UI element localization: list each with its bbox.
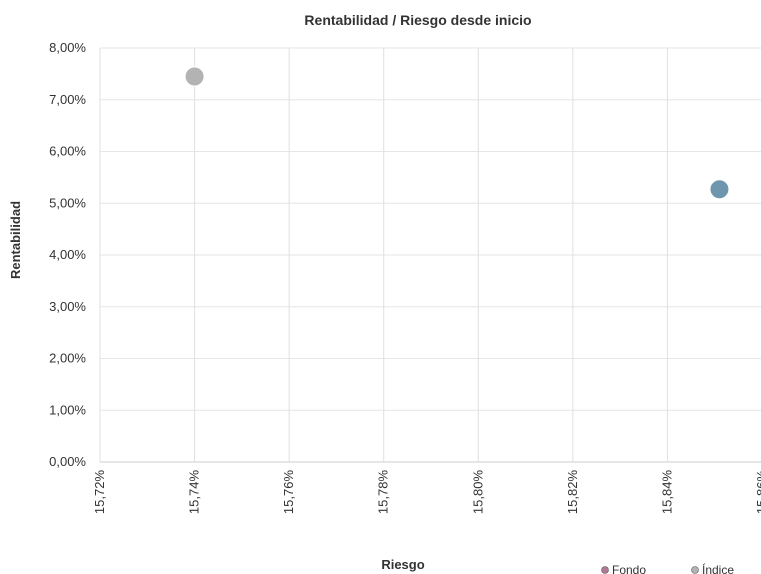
y-tick-label: 6,00% bbox=[49, 144, 86, 159]
y-tick-label: 8,00% bbox=[49, 40, 86, 55]
x-tick-label: 15,84% bbox=[659, 470, 674, 515]
x-tick-label: 15,86% bbox=[754, 470, 761, 515]
x-tick-label: 15,76% bbox=[281, 470, 296, 515]
y-tick-label: 3,00% bbox=[49, 299, 86, 314]
y-tick-label: 2,00% bbox=[49, 351, 86, 366]
x-axis-label: Riesgo bbox=[381, 557, 424, 572]
data-points bbox=[184, 66, 730, 200]
x-tick-label: 15,74% bbox=[187, 470, 202, 515]
y-tick-label: 5,00% bbox=[49, 195, 86, 210]
data-point[interactable] bbox=[184, 66, 205, 87]
x-tick-labels: 15,72% 15,74% 15,76% 15,78% 15,80% 15,82% 15,8… bbox=[92, 470, 761, 515]
x-tick-label: 15,78% bbox=[376, 470, 391, 515]
y-tick-label: 7,00% bbox=[49, 92, 86, 107]
legend[interactable]: Fondo Índice bbox=[601, 562, 735, 574]
legend-marker bbox=[601, 566, 609, 574]
chart-title: Rentabilidad / Riesgo desde inicio bbox=[304, 12, 531, 28]
y-tick-label: 4,00% bbox=[49, 247, 86, 262]
grid-lines bbox=[99, 47, 761, 463]
legend-marker bbox=[691, 566, 699, 574]
y-tick-label: 0,00% bbox=[49, 454, 86, 469]
x-tick-label: 15,80% bbox=[470, 470, 485, 515]
data-point[interactable] bbox=[709, 179, 730, 200]
y-axis-label: Rentabilidad bbox=[8, 201, 23, 279]
legend-label[interactable]: Índice bbox=[702, 562, 734, 574]
y-tick-label: 1,00% bbox=[49, 402, 86, 417]
x-tick-label: 15,72% bbox=[92, 470, 107, 515]
y-tick-labels: 0,00% 1,00% 2,00% 3,00% 4,00% 5,00% 6,00% 7,00%… bbox=[49, 40, 86, 469]
legend-label[interactable]: Fondo bbox=[612, 563, 646, 574]
x-tick-label: 15,82% bbox=[565, 470, 580, 515]
